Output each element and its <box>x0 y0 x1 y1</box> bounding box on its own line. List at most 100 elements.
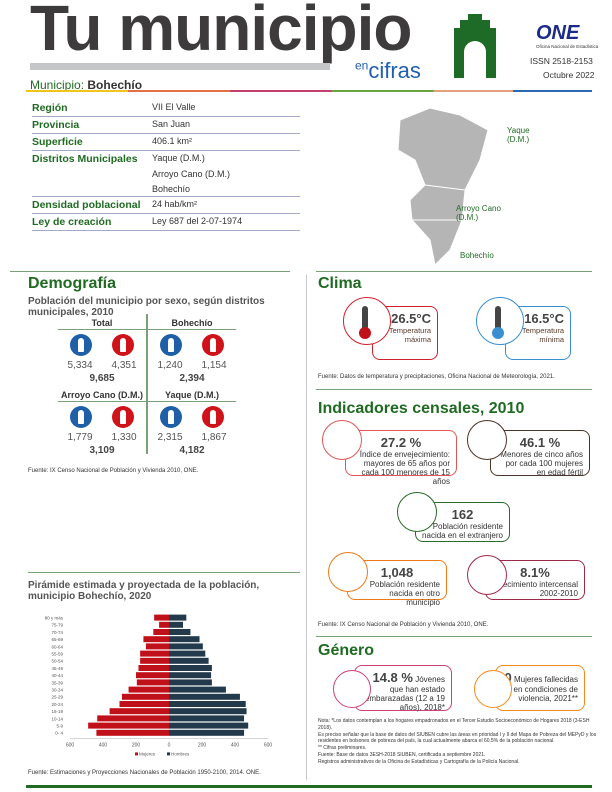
embarazo-card: 14.8 % Jóvenes que han estado embarazada… <box>354 665 452 712</box>
menores-value: 46.1 % <box>519 435 561 450</box>
crecimiento-value: 8.1% <box>520 565 550 580</box>
bar-hombres <box>169 701 246 707</box>
y-tick-label: 60-64 <box>51 644 63 649</box>
chart-title: Pirámide estimada y proyectada de la pob… <box>28 580 260 602</box>
y-tick-label: 20-24 <box>51 702 63 707</box>
info-key: Provincia <box>32 119 80 131</box>
menores-card: 46.1 % Menores de cinco años por cada 100… <box>490 430 590 477</box>
bar-hombres <box>169 636 200 643</box>
bar-mujeres <box>119 701 169 707</box>
info-key: Superficie <box>32 136 83 148</box>
population-cell: Total 5,334 4,351 9,685 <box>58 318 146 384</box>
total-count: 9,685 <box>89 373 115 384</box>
bar-hombres <box>169 665 212 671</box>
extranjero-label: Población residente nacida en el extranj… <box>422 522 503 540</box>
female-count: 1,330 <box>111 432 137 443</box>
temp-min-label: Temperatura mínima <box>521 326 564 344</box>
cell-header: Bohechío <box>148 318 236 330</box>
demografia-title: Demografía <box>28 275 117 292</box>
bar-hombres <box>169 621 184 628</box>
y-tick-label: 0- 4 <box>55 731 63 736</box>
male-count: 1,779 <box>67 432 93 443</box>
subtitle-cifras: cifras <box>368 58 421 83</box>
map-label-bohechio: Bohechío <box>460 251 494 260</box>
y-tick-label: 75-79 <box>51 623 63 628</box>
bar-mujeres <box>159 621 169 628</box>
divider <box>10 271 290 272</box>
y-tick-label: 70-74 <box>51 630 63 635</box>
logo-subtitle: Oficina Nacional de Estadística <box>536 44 599 49</box>
bar-hombres <box>169 693 240 700</box>
info-row: Región VII El Valle <box>32 100 300 117</box>
y-tick-label: 30-34 <box>51 688 63 693</box>
censales-title: Indicadores censales, 2010 <box>318 400 525 417</box>
crecimiento-label: Crecimiento intercensal 2002-2010 <box>494 580 578 598</box>
thermometer-up-icon <box>343 297 391 345</box>
divider <box>316 636 592 637</box>
info-row: Densidad poblacional 24 hab/km² <box>32 197 300 214</box>
info-key <box>32 184 152 194</box>
bar-mujeres <box>153 629 169 635</box>
population-pyramid-chart: 80 y más 75-79 70-74 65-69 60-64 55-59 50-54 45… <box>45 614 272 756</box>
info-key: Densidad poblacional <box>32 199 141 211</box>
male-icon <box>160 334 182 356</box>
genero-title: Género <box>318 642 375 659</box>
color-divider <box>26 90 592 92</box>
info-row: Provincia San Juan <box>32 117 300 134</box>
map-label-arroyo-cano: Arroyo Cano (D.M.) <box>456 204 501 222</box>
female-icon <box>202 334 224 356</box>
censales-source: Fuente: IX Censo Nacional de Población y… <box>318 622 489 628</box>
female-icon <box>112 334 134 356</box>
bar-hombres <box>169 715 245 722</box>
column-divider <box>306 275 307 780</box>
temp-max-label: Temperatura máxima <box>388 326 431 344</box>
female-count: 1,154 <box>201 360 227 371</box>
note-line: Fuente: Base de datos 3ESH-2018 SIUBEN, … <box>318 751 486 758</box>
bar-mujeres <box>88 722 169 729</box>
note-line: Es preciso señalar que la base de datos … <box>318 731 597 745</box>
note-line: ** Cifras preliminares. <box>318 745 367 752</box>
cell-header: Yaque (D.M.) <box>148 390 236 402</box>
info-value: 24 hab/km² <box>152 199 198 209</box>
temp-min-value: 16.5°C <box>524 311 564 326</box>
bar-hombres <box>169 657 209 664</box>
population-cell: Bohechío 1,240 1,154 2,394 <box>148 318 236 384</box>
bar-mujeres <box>154 614 169 621</box>
elderly-couple-icon <box>322 420 362 460</box>
page-title: Tu municipio <box>30 0 412 64</box>
issn: ISSN 2518-2153 <box>530 56 593 66</box>
bar-mujeres <box>140 657 169 664</box>
bar-mujeres <box>138 665 169 671</box>
info-value: Ley 687 del 2-07-1974 <box>152 216 243 226</box>
bar-mujeres <box>136 679 169 686</box>
bar-hombres <box>169 686 226 693</box>
y-tick-label: 25-29 <box>51 695 63 700</box>
subtitle-en: en <box>355 58 369 73</box>
info-row: Distritos Municipales Yaque (D.M.) <box>32 151 300 167</box>
bar-hombres <box>169 729 245 736</box>
cell-header: Total <box>58 318 146 330</box>
cell-header: Arroyo Cano (D.M.) <box>58 390 146 402</box>
growth-arrow-icon <box>467 555 507 595</box>
arch-monument-icon <box>454 14 496 78</box>
x-tick-label: 400 <box>99 742 108 748</box>
male-count: 1,240 <box>157 360 183 371</box>
population-cell: Arroyo Cano (D.M.) 1,779 1,330 3,109 <box>58 390 146 456</box>
total-count: 3,109 <box>89 445 115 456</box>
note-line: Registros administrativos de la Oficina … <box>318 758 520 765</box>
male-icon <box>160 406 182 428</box>
bar-hombres <box>169 708 247 715</box>
menores-label: Menores de cinco años por cada 100 mujer… <box>500 450 583 477</box>
x-tick-label: 400 <box>231 742 240 748</box>
municipio-name: Bohechío <box>87 78 143 92</box>
y-tick-label: 10-14 <box>51 716 63 721</box>
legend-label: Hombres <box>171 751 190 756</box>
x-tick-label: 200 <box>132 742 141 748</box>
bar-mujeres <box>128 686 169 693</box>
male-count: 2,315 <box>157 432 183 443</box>
info-key: Región <box>32 102 68 114</box>
bar-hombres <box>169 672 212 679</box>
violencia-label: Mujeres fallecidas en condiciones de vio… <box>513 675 579 703</box>
bar-mujeres <box>136 672 169 679</box>
genero-notes: Nota: *Los datos contemplan a los hogare… <box>318 718 598 766</box>
